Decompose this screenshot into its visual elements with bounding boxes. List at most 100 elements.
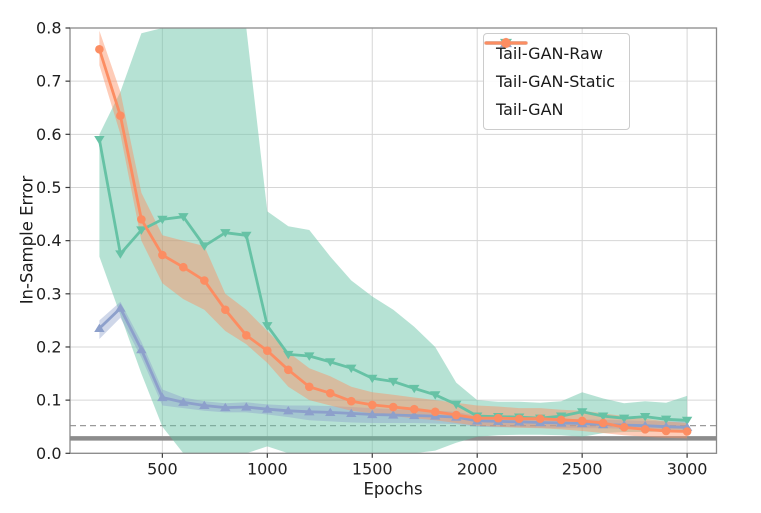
circle-marker — [472, 413, 482, 423]
y-tick-label-0.2: 0.2 — [36, 337, 61, 356]
triangle-up-marker — [346, 408, 357, 418]
triangle-down-marker — [199, 242, 210, 251]
triangle-up-marker — [115, 303, 126, 312]
triangle-up-marker — [388, 410, 399, 419]
triangle-up-marker — [157, 392, 168, 402]
triangle-down-marker — [325, 358, 336, 367]
x-tick-label-3000: 3000 — [667, 459, 708, 478]
circle-icon — [484, 38, 528, 48]
circle-marker — [263, 346, 272, 355]
x-tick-label-500: 500 — [147, 459, 178, 478]
circle-marker — [556, 415, 566, 425]
triangle-down-marker — [94, 136, 105, 145]
circle-marker — [661, 426, 671, 436]
circle-marker — [514, 414, 524, 424]
triangle-up-marker — [283, 405, 294, 415]
x-tick-label-1000: 1000 — [247, 459, 288, 478]
triangle-up-marker — [367, 409, 378, 419]
legend-item-tail-gan-static: Tail-GAN-Static — [484, 37, 616, 94]
circle-marker — [619, 422, 629, 432]
circle-marker — [95, 44, 104, 54]
y-axis-ticks: 0.0 0.1 0.2 0.3 0.4 0.5 0.6 0.7 0.8 — [36, 19, 70, 463]
triangle-down-marker — [157, 215, 168, 225]
circle-marker — [493, 413, 503, 423]
triangle-up-marker — [220, 402, 231, 412]
x-axis-ticks: 500 1000 1500 2000 2500 3000 — [147, 453, 707, 478]
circle-marker — [116, 111, 125, 121]
circle-marker — [367, 400, 377, 410]
triangle-up-marker — [325, 407, 336, 416]
circle-marker — [304, 382, 314, 392]
legend-label-tail-gan-static: Tail-GAN-Static — [496, 71, 616, 91]
y-axis-title: In-Sample Error — [17, 175, 37, 305]
circle-marker — [137, 215, 146, 224]
triangle-up-marker — [136, 344, 147, 354]
circle-marker — [179, 262, 188, 272]
reference-lines — [70, 425, 717, 441]
triangle-up-marker — [409, 410, 420, 420]
triangle-up-marker — [304, 407, 315, 416]
circle-marker — [640, 425, 650, 434]
triangle-down-marker — [576, 408, 588, 417]
legend-item-tail-gan: Tail-GAN — [484, 38, 615, 122]
triangle-up-marker — [199, 400, 210, 410]
y-tick-label-0.8: 0.8 — [36, 19, 61, 38]
triangle-down-marker — [283, 350, 294, 360]
triangle-down-marker — [178, 213, 189, 222]
x-tick-label-2000: 2000 — [457, 459, 498, 478]
triangle-down-marker — [451, 400, 462, 410]
legend-label-tail-gan: Tail-GAN — [496, 99, 564, 119]
triangle-down-marker — [304, 352, 315, 361]
triangle-down-marker — [262, 322, 273, 331]
triangle-down-marker — [367, 374, 378, 384]
triangle-down-marker — [241, 231, 252, 241]
circle-marker — [501, 38, 511, 48]
y-tick-label-0.5: 0.5 — [36, 178, 61, 197]
y-tick-label-0.4: 0.4 — [36, 231, 61, 250]
circle-marker — [430, 407, 440, 417]
y-tick-label-0.3: 0.3 — [36, 284, 61, 303]
triangle-down-marker — [597, 412, 609, 421]
circle-marker — [598, 418, 608, 428]
triangle-down-marker — [409, 384, 420, 394]
triangle-down-marker — [220, 229, 231, 238]
y-tick-label-0.0: 0.0 — [36, 444, 61, 463]
triangle-down-marker — [639, 413, 651, 422]
circle-marker — [577, 416, 587, 426]
triangle-down-marker — [115, 250, 126, 259]
circle-marker — [158, 250, 167, 260]
triangle-up-marker — [241, 402, 252, 411]
tail-gan-line — [95, 44, 692, 436]
triangle-up-marker — [262, 404, 273, 413]
triangle-down-marker — [346, 364, 357, 374]
triangle-down-marker — [388, 377, 399, 387]
triangle-down-marker — [618, 414, 630, 424]
y-tick-label-0.6: 0.6 — [36, 125, 61, 144]
triangle-up-marker — [94, 323, 105, 332]
circle-marker — [535, 414, 545, 424]
triangle-down-marker — [681, 416, 693, 426]
legend: Tail-GAN-Raw Tail-GAN-Static Tail-GAN — [483, 33, 631, 130]
circle-marker — [200, 276, 209, 285]
circle-marker — [451, 410, 461, 420]
circle-marker — [409, 404, 419, 414]
x-tick-label-2500: 2500 — [562, 459, 603, 478]
triangle-down-marker — [430, 391, 441, 400]
triangle-down-marker — [660, 415, 672, 425]
triangle-down-marker — [136, 226, 147, 235]
circle-marker — [283, 365, 293, 375]
legend-label-tail-gan-raw: Tail-GAN-Raw — [496, 43, 603, 63]
triangle-up-marker — [178, 397, 189, 406]
circle-marker — [242, 330, 251, 340]
circle-marker — [325, 388, 335, 398]
circle-marker — [682, 427, 692, 436]
tail-gan-raw-band — [99, 28, 688, 454]
y-tick-label-0.7: 0.7 — [36, 72, 61, 91]
y-tick-label-0.1: 0.1 — [36, 391, 61, 410]
circle-marker — [346, 396, 356, 406]
circle-marker — [388, 402, 398, 412]
x-axis-title: Epochs — [363, 479, 423, 499]
x-tick-label-1500: 1500 — [352, 459, 393, 478]
